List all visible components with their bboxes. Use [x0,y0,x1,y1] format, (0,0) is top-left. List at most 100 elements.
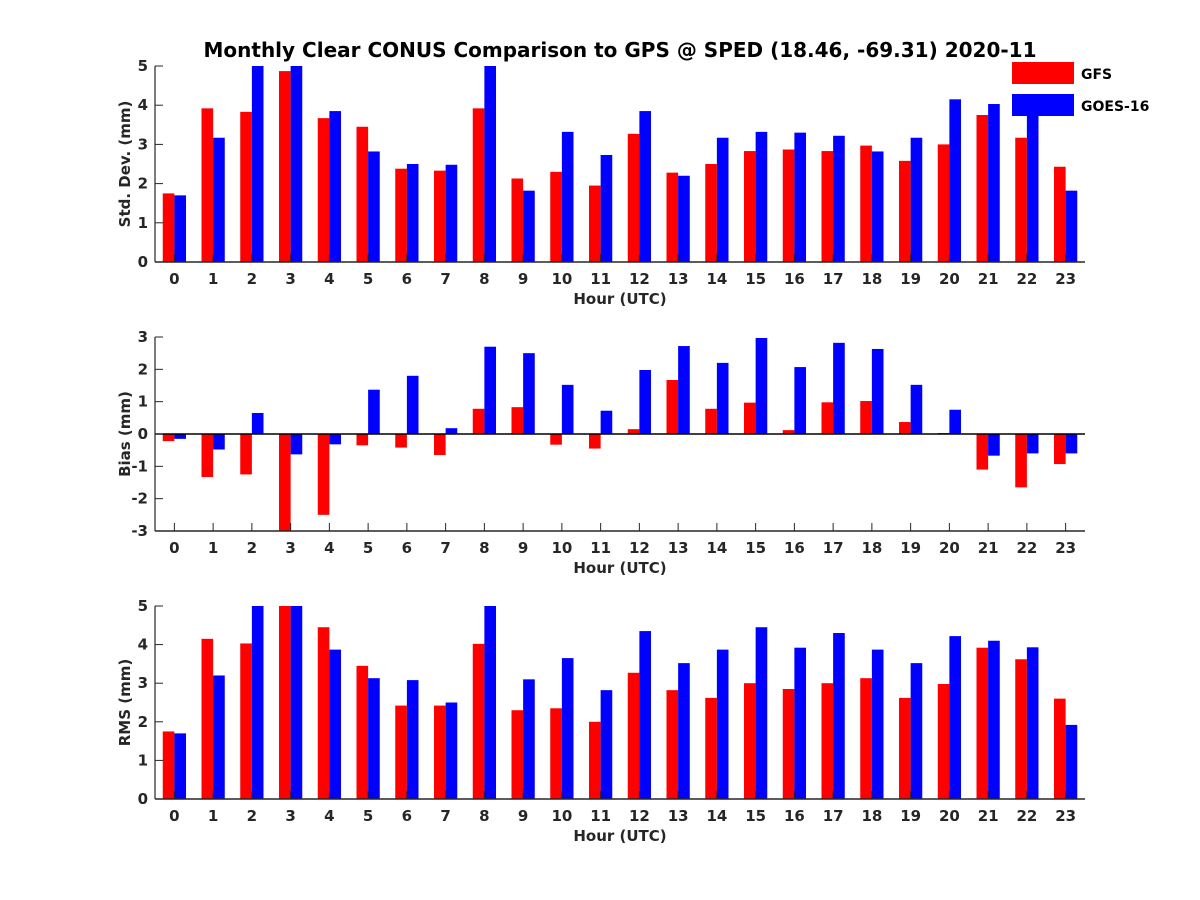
y-axis-label-std: Std. Dev. (mm) [116,101,134,228]
x-tick-label-std-6: 6 [402,270,412,288]
bar-std-gfs-15 [744,151,756,262]
bar-bias-goes-16-12 [639,369,652,434]
bar-bias-goes-16-0 [174,434,187,439]
bar-std-goes-16-23 [1065,190,1078,262]
x-tick-label-std-15: 15 [745,270,766,288]
x-tick-label-std-20: 20 [939,270,960,288]
x-tick-label-bias-12: 12 [629,539,650,557]
bar-rms-goes-16-8 [484,606,497,799]
bar-bias-goes-16-7 [445,428,458,434]
bar-rms-gfs-23 [1054,698,1066,799]
bar-rms-goes-16-14 [716,649,729,799]
x-tick-label-bias-5: 5 [363,539,373,557]
x-tick-label-bias-1: 1 [208,539,218,557]
bar-bias-goes-16-16 [794,367,807,434]
x-tick-label-std-12: 12 [629,270,650,288]
x-tick-label-std-19: 19 [900,270,921,288]
bar-rms-goes-16-9 [523,679,535,799]
x-tick-label-bias-3: 3 [285,539,295,557]
bar-std-gfs-10 [550,171,562,262]
x-tick-label-std-2: 2 [247,270,257,288]
bar-std-goes-16-14 [716,137,729,262]
y-tick-label-rms-0: 0 [138,790,148,808]
x-tick-label-std-10: 10 [551,270,572,288]
bar-bias-goes-16-17 [833,342,845,434]
bar-std-gfs-2 [240,111,252,262]
bar-std-goes-16-12 [639,111,652,262]
x-tick-label-bias-22: 22 [1016,539,1037,557]
x-tick-label-std-22: 22 [1016,270,1037,288]
bar-bias-gfs-14 [705,408,717,434]
bar-rms-gfs-2 [240,643,252,799]
bar-rms-gfs-1 [201,638,214,799]
x-tick-label-rms-12: 12 [629,807,650,825]
bar-bias-goes-16-1 [213,434,225,450]
bar-std-goes-16-16 [794,132,807,262]
bar-rms-gfs-12 [627,672,640,799]
bar-std-goes-16-4 [329,111,342,262]
bar-std-goes-16-8 [484,66,497,262]
x-tick-label-rms-5: 5 [363,807,373,825]
x-tick-label-bias-23: 23 [1055,539,1076,557]
y-tick-label-rms-3: 3 [138,674,148,692]
bar-rms-gfs-0 [162,731,175,799]
bar-bias-goes-16-21 [988,434,1000,456]
y-tick-label-std-5: 5 [138,57,148,75]
bar-bias-gfs-0 [162,434,175,442]
x-tick-label-rms-3: 3 [285,807,295,825]
bar-bias-gfs-12 [627,429,640,434]
bar-rms-gfs-21 [976,647,989,799]
x-tick-label-rms-23: 23 [1055,807,1076,825]
x-tick-label-bias-18: 18 [861,539,882,557]
bar-rms-gfs-14 [705,697,717,799]
x-tick-label-rms-4: 4 [324,807,334,825]
bar-bias-gfs-3 [279,434,291,531]
x-tick-label-std-13: 13 [668,270,689,288]
x-tick-label-bias-2: 2 [247,539,257,557]
bar-rms-goes-16-12 [639,631,652,799]
bar-std-goes-16-10 [561,131,574,262]
bar-std-gfs-12 [627,133,640,262]
bar-std-gfs-0 [162,193,175,262]
y-tick-label-bias-1: -2 [131,490,148,508]
bar-std-goes-16-9 [523,190,535,262]
x-tick-label-rms-6: 6 [402,807,412,825]
bar-std-goes-16-2 [251,66,264,262]
bar-bias-goes-16-3 [290,434,303,455]
x-tick-label-bias-14: 14 [706,539,727,557]
y-axis-label-rms: RMS (mm) [116,659,134,746]
bar-bias-gfs-2 [240,434,252,475]
bar-rms-gfs-5 [356,665,369,799]
bar-rms-goes-16-3 [290,606,303,799]
bar-bias-goes-16-4 [329,434,342,445]
bar-std-goes-16-21 [988,104,1000,263]
bar-rms-goes-16-10 [561,658,574,799]
bar-std-gfs-20 [937,144,950,262]
bar-bias-gfs-18 [860,401,872,434]
bar-rms-gfs-4 [317,627,330,799]
bar-std-gfs-16 [782,149,795,262]
bar-std-gfs-3 [279,71,291,262]
bar-bias-goes-16-13 [678,346,690,434]
bar-rms-goes-16-17 [833,633,845,799]
bar-bias-gfs-4 [317,434,330,515]
x-tick-label-rms-0: 0 [169,807,179,825]
bar-std-gfs-19 [899,160,911,262]
x-tick-label-bias-13: 13 [668,539,689,557]
bar-bias-goes-16-23 [1065,434,1078,454]
x-tick-label-rms-14: 14 [706,807,727,825]
x-tick-label-bias-7: 7 [440,539,450,557]
bar-rms-gfs-11 [589,721,601,799]
bar-bias-goes-16-14 [716,362,729,434]
bar-bias-gfs-13 [666,380,679,434]
bar-bias-gfs-1 [201,434,214,477]
bar-std-gfs-23 [1054,166,1066,262]
x-tick-label-rms-2: 2 [247,807,257,825]
bar-std-goes-16-19 [910,137,923,262]
bar-rms-gfs-9 [511,710,524,799]
